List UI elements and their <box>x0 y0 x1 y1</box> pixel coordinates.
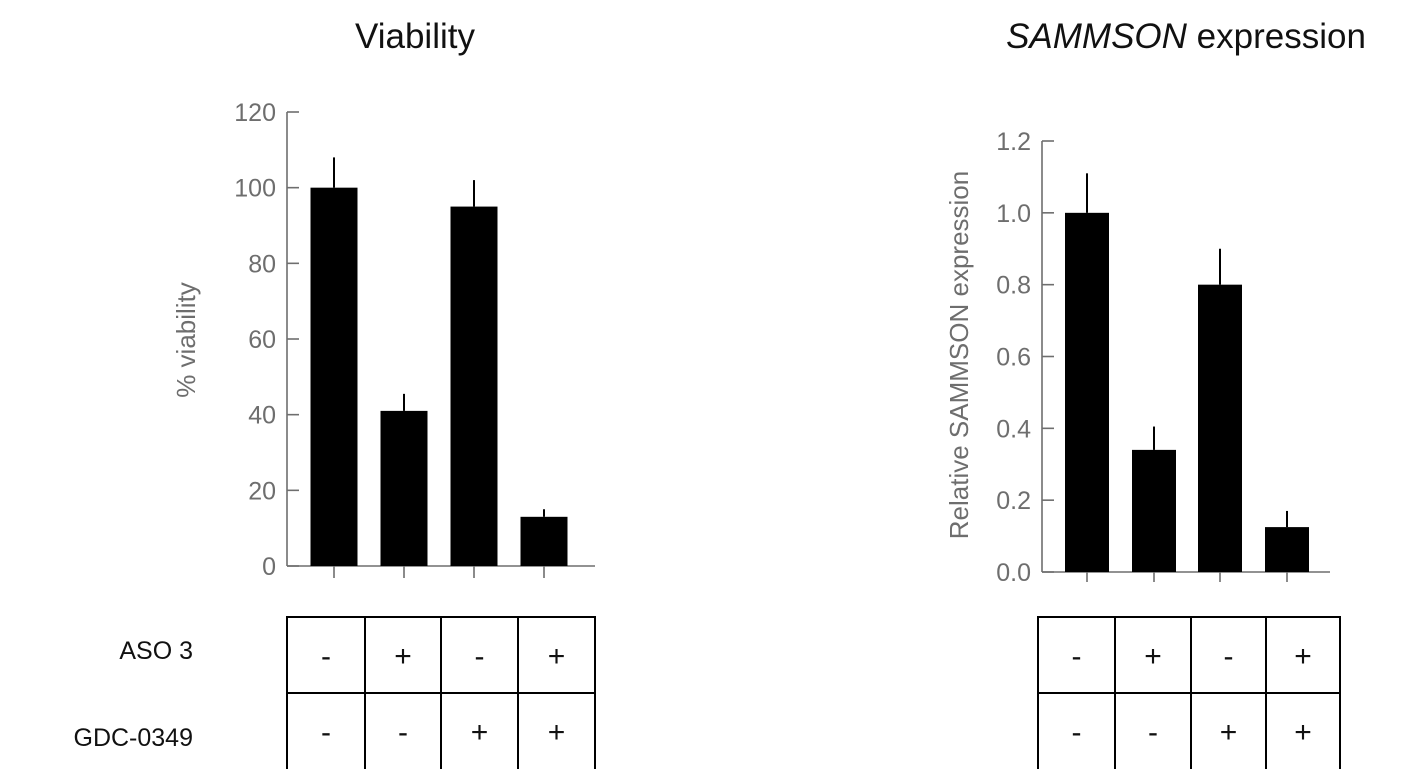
y-tick-label: 20 <box>248 477 276 505</box>
plus-sign: + <box>1294 640 1312 673</box>
plus-sign: + <box>394 640 412 673</box>
sammson-axes: 0.0 0.2 0.4 0.6 0.8 1.0 1.2 <box>996 128 1330 587</box>
viability-panel: Viability % viability 0 20 40 60 80 100 120 - +… <box>74 17 596 769</box>
bar <box>520 516 568 566</box>
aso3-row-label: ASO 3 <box>119 637 193 665</box>
table-border <box>1037 616 1341 769</box>
sammson-title-italic: SAMMSON <box>1006 17 1188 56</box>
y-tick-label: 0.6 <box>996 344 1031 372</box>
y-tick-label: 0.4 <box>996 415 1031 443</box>
bar <box>380 410 428 566</box>
y-tick-label: 100 <box>234 175 276 203</box>
y-tick-label: 60 <box>248 326 276 354</box>
bar <box>1065 212 1109 573</box>
bar <box>450 206 498 567</box>
y-tick-label: 0.0 <box>996 559 1031 587</box>
bar <box>1265 527 1309 572</box>
y-tick-label: 0 <box>262 553 276 581</box>
minus-sign: - <box>475 640 485 673</box>
sammson-title: SAMMSON expression <box>1006 17 1366 56</box>
sammson-y-axis-label: Relative SAMMSON expression <box>944 171 974 539</box>
viability-y-axis-label: % viability <box>171 282 201 398</box>
plus-sign: + <box>1294 716 1312 749</box>
plus-sign: + <box>1144 640 1162 673</box>
y-tick-label: 120 <box>234 99 276 127</box>
viability-bars <box>310 157 568 567</box>
y-tick-label: 80 <box>248 250 276 278</box>
viability-axes: 0 20 40 60 80 100 120 <box>234 99 595 581</box>
minus-sign: - <box>1148 716 1158 749</box>
viability-title: Viability <box>355 17 475 56</box>
sammson-title-rest: expression <box>1187 17 1366 56</box>
plus-sign: + <box>1220 716 1238 749</box>
sammson-bars <box>1065 173 1309 573</box>
minus-sign: - <box>1072 640 1082 673</box>
y-tick-label: 0.8 <box>996 272 1031 300</box>
minus-sign: - <box>398 716 408 749</box>
y-tick-label: 40 <box>248 402 276 430</box>
y-tick-label: 1.2 <box>996 128 1031 156</box>
sammson-condition-table: - + - + - - + + <box>1037 616 1341 769</box>
bar <box>1198 284 1242 572</box>
plus-sign: + <box>471 716 489 749</box>
minus-sign: - <box>321 716 331 749</box>
minus-sign: - <box>1224 640 1234 673</box>
plus-sign: + <box>548 716 566 749</box>
gdc0349-row-label: GDC-0349 <box>74 724 194 752</box>
bar <box>1132 449 1176 572</box>
minus-sign: - <box>321 640 331 673</box>
viability-condition-table: - + - + - - + + <box>286 616 596 769</box>
bar <box>310 187 358 566</box>
y-tick-label: 0.2 <box>996 487 1031 515</box>
sammson-panel: SAMMSON expression Relative SAMMSON expr… <box>944 17 1366 769</box>
plus-sign: + <box>548 640 566 673</box>
minus-sign: - <box>1072 716 1082 749</box>
y-tick-label: 1.0 <box>996 200 1031 228</box>
